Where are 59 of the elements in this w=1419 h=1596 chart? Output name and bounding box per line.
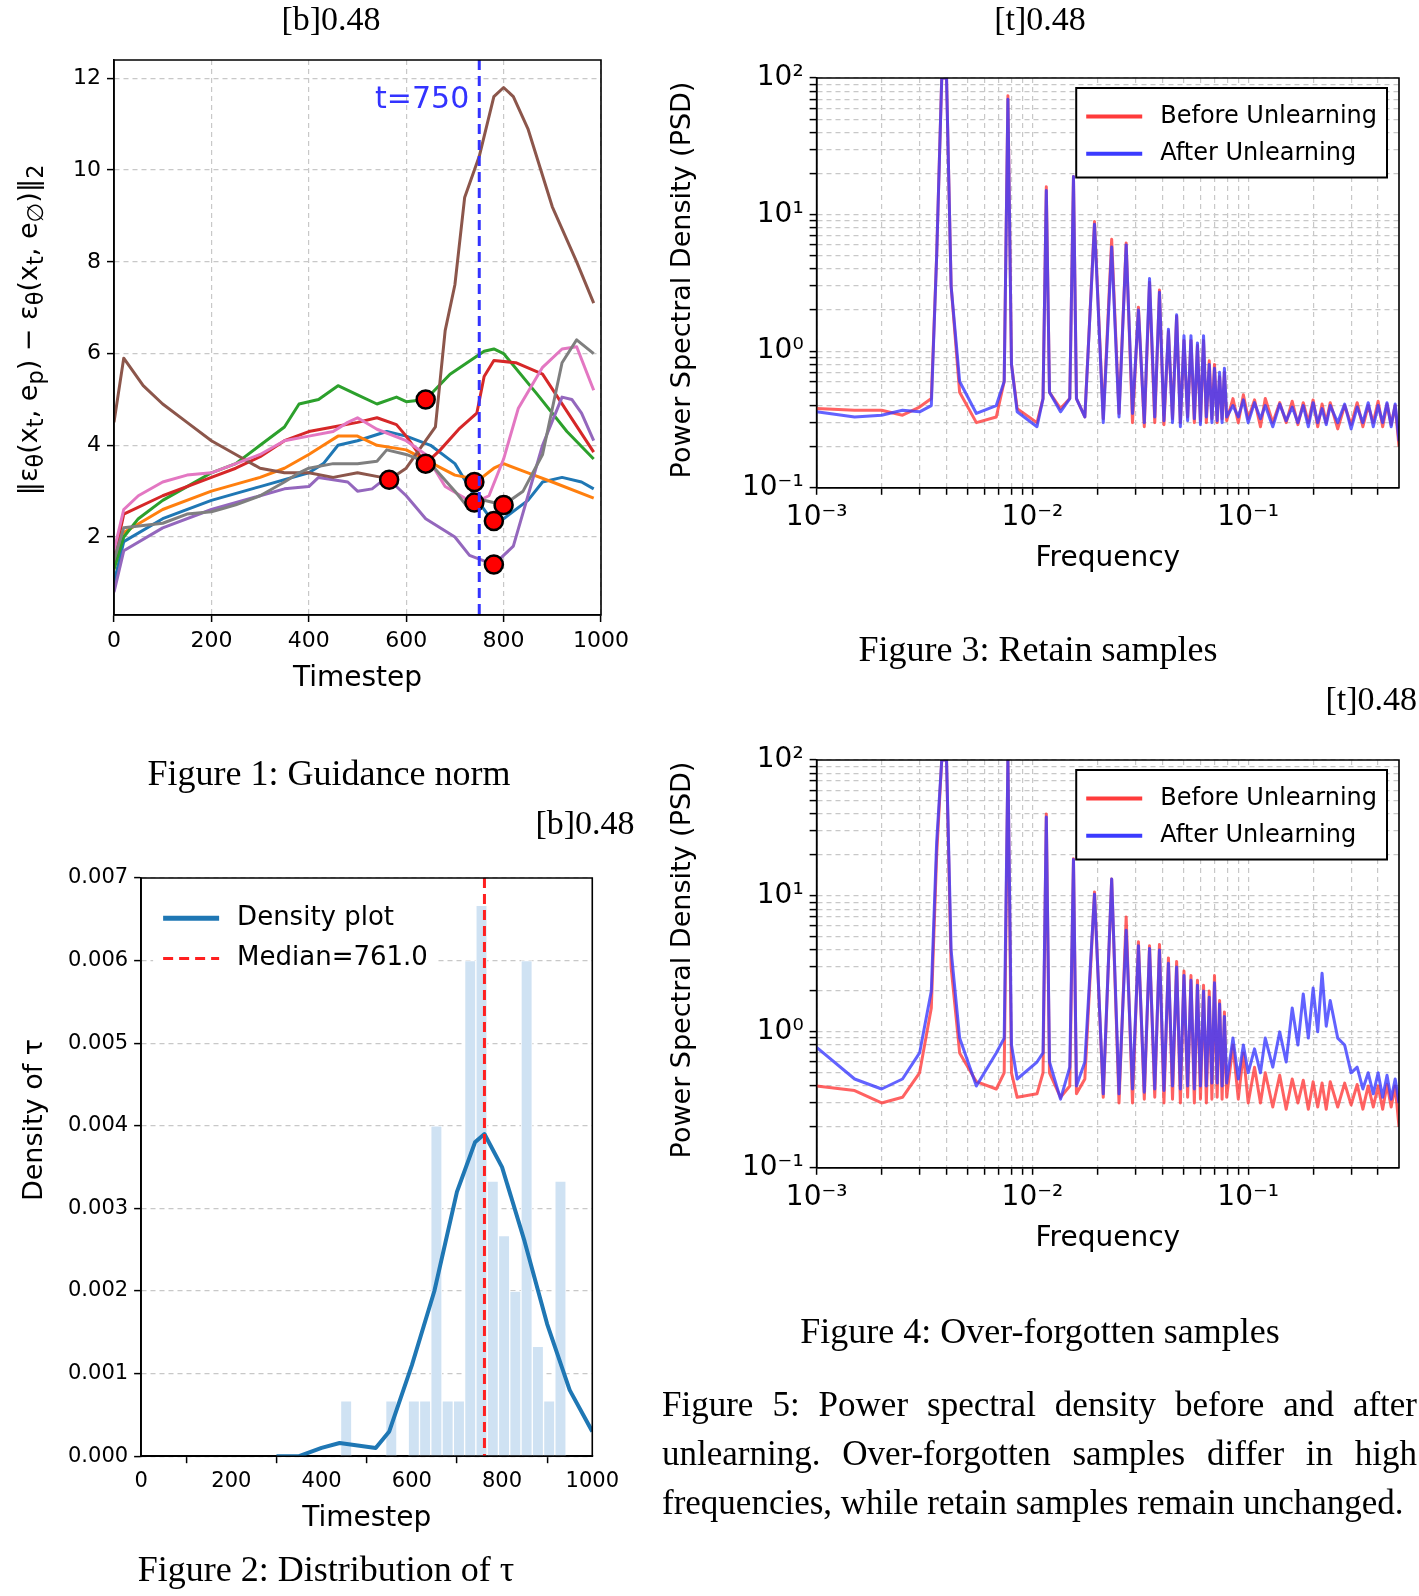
y-tick-label: 0.005 bbox=[67, 1029, 129, 1054]
x-axis-title: Frequency bbox=[1035, 540, 1181, 574]
x-tick-label: 400 bbox=[287, 626, 330, 652]
y-tick-label: 8 bbox=[86, 247, 101, 273]
y-tick-label: 0.000 bbox=[67, 1442, 129, 1467]
y-tick-label: 10¹ bbox=[756, 877, 804, 911]
x-tick-label: 10⁻² bbox=[1001, 498, 1064, 532]
chart-title: [b]0.48 bbox=[281, 0, 381, 38]
caption: Figure 4: Over-forgotten samples bbox=[800, 1310, 1280, 1352]
y-tick-label: 10¹ bbox=[756, 195, 804, 229]
caption: Figure 2: Distribution of τ bbox=[137, 1548, 515, 1590]
y-tick-label: 10⁰ bbox=[756, 1013, 804, 1047]
x-tick-label: 800 bbox=[482, 626, 525, 652]
chart-title: [t]0.48 bbox=[1325, 680, 1417, 718]
chart-title: [t]0.48 bbox=[994, 0, 1086, 38]
x-tick-label: 1000 bbox=[565, 1468, 619, 1493]
y-tick-label: 2 bbox=[86, 522, 101, 548]
y-tick-label: 0.002 bbox=[67, 1277, 129, 1302]
x-tick-label: 800 bbox=[482, 1468, 523, 1493]
legend-label: Density plot bbox=[237, 900, 395, 931]
y-tick-label: 0.006 bbox=[67, 947, 129, 972]
y-tick-label: 10² bbox=[756, 59, 804, 93]
caption: Figure 5: Power spectral density before and after unlearning. Over-forgotten samples differ in high frequencies, while retain samples remain unchanged. bbox=[662, 1384, 1417, 1524]
y-tick-label: 0.007 bbox=[67, 864, 129, 889]
chart-title: [b]0.48 bbox=[535, 804, 635, 842]
x-tick-label: 1000 bbox=[573, 626, 630, 652]
x-tick-label: 600 bbox=[391, 1468, 432, 1493]
legend-label: Before Unlearning bbox=[1160, 100, 1378, 129]
ref-line-label: t=750 bbox=[375, 79, 470, 115]
y-tick-label: 10² bbox=[756, 741, 804, 775]
y-tick-label: 10⁰ bbox=[756, 332, 804, 366]
x-axis-title: Timestep bbox=[301, 1500, 432, 1534]
y-tick-label: 10 bbox=[72, 155, 101, 181]
y-axis-title: Power Spectral Density (PSD) bbox=[664, 81, 696, 479]
x-tick-label: 200 bbox=[190, 626, 233, 652]
y-tick-label: 6 bbox=[86, 339, 101, 365]
ref-line-label: Median=761.0 bbox=[237, 941, 428, 972]
y-tick-label: 0.001 bbox=[67, 1360, 129, 1385]
x-tick-label: 0 bbox=[106, 626, 121, 652]
x-tick-label: 10⁻¹ bbox=[1217, 1178, 1279, 1212]
x-tick-label: 200 bbox=[211, 1468, 252, 1493]
x-tick-label: 600 bbox=[385, 626, 428, 652]
legend-label: After Unlearning bbox=[1160, 820, 1357, 849]
x-axis-title: Timestep bbox=[291, 660, 423, 694]
y-tick-label: 0.004 bbox=[67, 1112, 129, 1137]
y-tick-label: 12 bbox=[72, 64, 101, 90]
x-tick-label: 0 bbox=[134, 1468, 148, 1493]
legend-label: After Unlearning bbox=[1160, 138, 1357, 167]
x-tick-label: 400 bbox=[301, 1468, 342, 1493]
caption: Figure 3: Retain samples bbox=[858, 628, 1218, 670]
x-tick-label: 10⁻¹ bbox=[1217, 498, 1279, 532]
x-tick-label: 10⁻² bbox=[1001, 1178, 1064, 1212]
y-tick-label: 0.003 bbox=[67, 1194, 129, 1219]
y-axis-title: Power Spectral Density (PSD) bbox=[664, 761, 696, 1159]
legend-label: Before Unlearning bbox=[1160, 782, 1378, 811]
x-axis-title: Frequency bbox=[1035, 1220, 1181, 1254]
caption: Figure 1: Guidance norm bbox=[147, 752, 511, 794]
y-axis-title: Density of τ bbox=[16, 1038, 48, 1202]
y-tick-label: 4 bbox=[86, 431, 101, 457]
